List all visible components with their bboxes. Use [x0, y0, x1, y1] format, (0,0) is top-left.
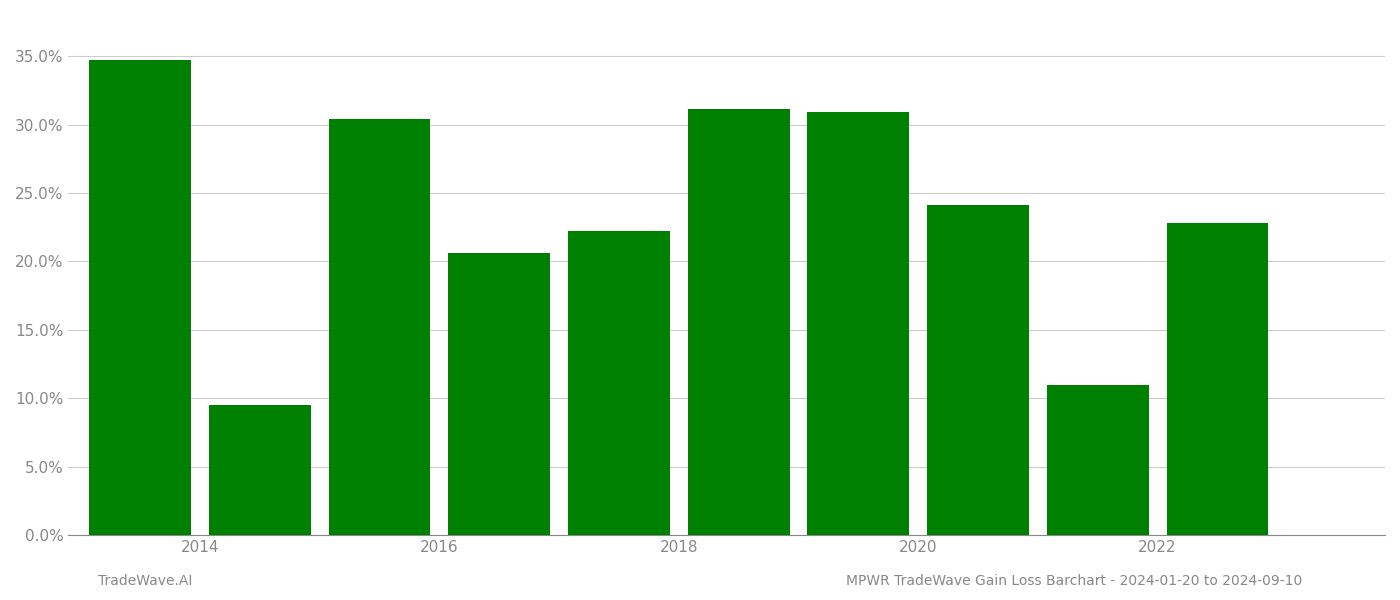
- Bar: [1047, 385, 1148, 535]
- Bar: [329, 119, 430, 535]
- Bar: [808, 112, 909, 535]
- Text: TradeWave.AI: TradeWave.AI: [98, 574, 192, 588]
- Bar: [448, 253, 550, 535]
- Text: MPWR TradeWave Gain Loss Barchart - 2024-01-20 to 2024-09-10: MPWR TradeWave Gain Loss Barchart - 2024…: [846, 574, 1302, 588]
- Bar: [1166, 223, 1268, 535]
- Bar: [687, 109, 790, 535]
- Bar: [568, 231, 669, 535]
- Bar: [209, 405, 311, 535]
- Bar: [90, 60, 190, 535]
- Bar: [927, 205, 1029, 535]
